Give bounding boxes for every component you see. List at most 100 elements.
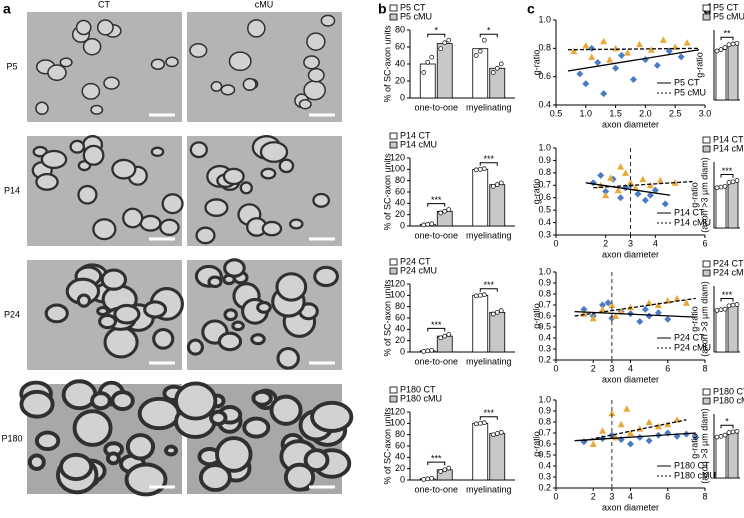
- column-label: cMU: [255, 0, 274, 9]
- significance-bracket: [479, 416, 498, 420]
- data-point: [607, 174, 615, 181]
- axon: [59, 57, 73, 68]
- legend-swatch: [389, 267, 398, 275]
- data-point: [442, 333, 448, 339]
- bar: [489, 311, 506, 353]
- axon: [124, 462, 168, 497]
- data-point: [722, 432, 728, 438]
- data-point: [589, 314, 597, 322]
- trend-line: [585, 182, 671, 196]
- data-point: [477, 292, 483, 298]
- axon: [35, 172, 59, 191]
- axon: [217, 331, 243, 352]
- data-point: [641, 196, 649, 204]
- data-point: [661, 200, 669, 208]
- data-point: [608, 301, 616, 308]
- x-tick-label: myelinating: [466, 484, 512, 494]
- y-axis-label: % of SC-axon units: [382, 407, 392, 485]
- data-point: [636, 433, 644, 441]
- bar: [472, 48, 489, 99]
- data-point: [718, 47, 724, 52]
- bar: [489, 433, 506, 481]
- axon: [269, 394, 303, 426]
- legend-swatch: [702, 145, 711, 153]
- bar: [715, 186, 727, 229]
- data-point: [490, 70, 496, 75]
- data-point: [665, 47, 673, 55]
- data-point: [617, 163, 625, 170]
- y-tick-label: 80: [395, 429, 405, 439]
- significance: *: [434, 26, 438, 36]
- y-tick-label: 40: [395, 324, 405, 334]
- data-point: [726, 430, 732, 435]
- legend-label: P180 CT: [674, 460, 710, 470]
- legend-swatch: [702, 388, 711, 396]
- x-axis-label: axon diameter: [602, 502, 659, 512]
- y-axis-label: g-ratio: [694, 52, 704, 78]
- significance-bracket: [720, 424, 734, 429]
- data-point: [602, 191, 610, 199]
- bar: [472, 168, 489, 227]
- legend-label: P24 CT: [400, 256, 431, 266]
- y-tick-label: 60: [395, 186, 405, 196]
- data-point: [653, 61, 661, 69]
- axon: [239, 181, 253, 195]
- legend-label: P5 CT: [713, 2, 739, 12]
- axon: [231, 320, 245, 332]
- data-point: [446, 207, 452, 212]
- bar: [715, 49, 727, 101]
- y-tick-label: 80: [395, 301, 405, 311]
- axon: [220, 84, 236, 96]
- legend-swatch: [389, 132, 398, 140]
- data-point: [645, 418, 653, 425]
- axon: [307, 67, 325, 83]
- y-tick-label: 0.6: [538, 438, 551, 448]
- significance: ***: [722, 290, 733, 300]
- axon: [75, 19, 92, 36]
- x-tick-label: 4: [653, 238, 658, 248]
- axon: [242, 416, 271, 439]
- significance-bracket: [720, 297, 734, 302]
- x-tick-label: myelinating: [466, 230, 512, 240]
- legend-swatch: [702, 269, 711, 277]
- data-point: [651, 186, 659, 194]
- data-point: [718, 307, 724, 313]
- panel-label: a: [3, 1, 11, 17]
- data-point: [421, 70, 427, 75]
- axon: [198, 463, 232, 492]
- y-tick-label: 100: [390, 290, 405, 300]
- axon: [306, 32, 326, 51]
- x-axis-label: axon diameter: [602, 119, 659, 129]
- data-point: [429, 475, 435, 481]
- panel-label: b: [378, 1, 387, 17]
- axon: [223, 308, 238, 322]
- y-tick-label: 0.6: [538, 192, 551, 202]
- y-axis-label: (axon >3 µm diam): [699, 157, 709, 232]
- data-point: [425, 59, 431, 65]
- significance-bracket: [479, 288, 498, 292]
- x-tick-label: 3.0: [699, 108, 712, 118]
- data-point: [473, 421, 479, 427]
- data-point: [714, 185, 720, 191]
- bar: [419, 63, 436, 99]
- data-point: [446, 465, 452, 471]
- legend-label: P24 cMU: [400, 265, 437, 275]
- axon: [125, 433, 155, 461]
- y-tick-label: 120: [390, 406, 405, 416]
- y-tick-label: 1.0: [538, 266, 551, 276]
- data-point: [671, 179, 679, 186]
- data-point: [602, 188, 610, 195]
- axon: [100, 268, 128, 291]
- row-label: P24: [4, 309, 20, 319]
- data-point: [498, 180, 504, 186]
- y-tick-label: 0: [400, 346, 405, 356]
- data-point: [599, 427, 607, 434]
- data-point: [580, 305, 588, 313]
- trend-line: [574, 432, 696, 442]
- data-point: [664, 315, 672, 323]
- x-tick-label: 4: [628, 491, 633, 501]
- x-tick-label: 0: [553, 238, 558, 248]
- y-tick-label: 40: [395, 58, 405, 68]
- data-point: [645, 437, 653, 445]
- axon: [77, 184, 98, 205]
